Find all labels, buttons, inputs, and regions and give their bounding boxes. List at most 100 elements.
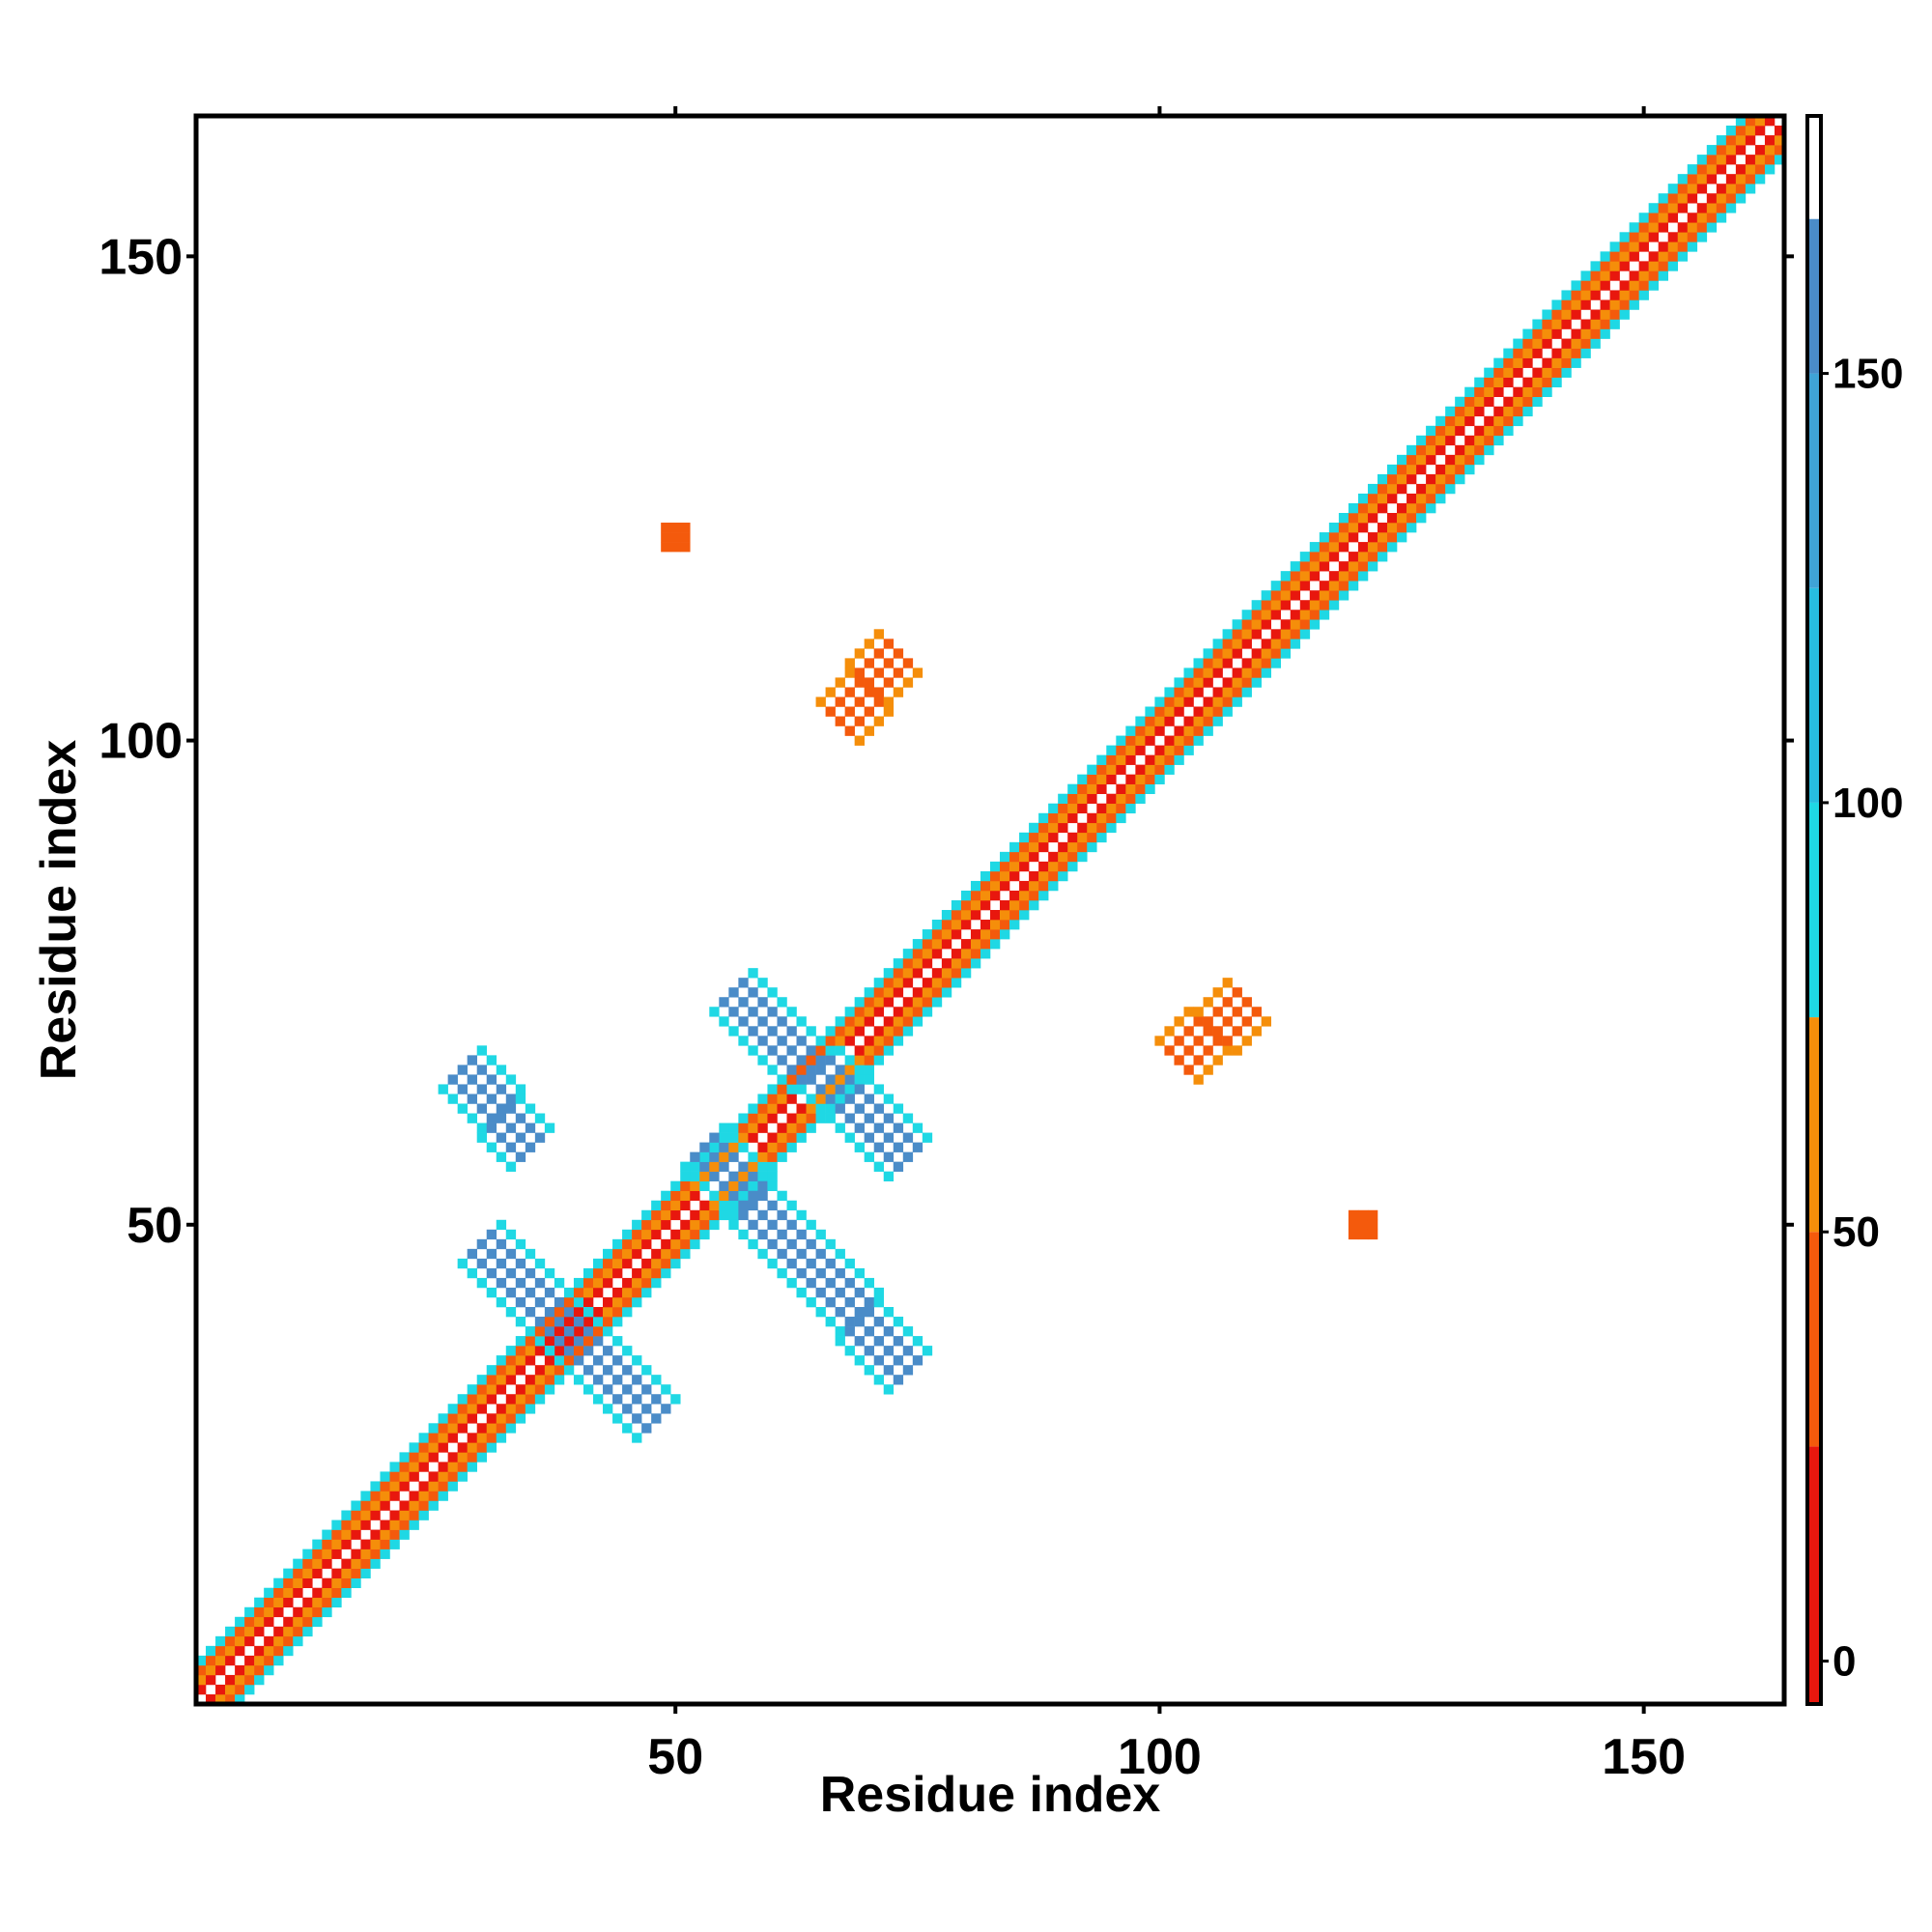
heatmap-cell: [1445, 473, 1456, 485]
heatmap-cell: [1222, 658, 1233, 668]
heatmap-cell: [244, 1674, 255, 1686]
heatmap-cell: [1774, 155, 1785, 165]
heatmap-cell: [1387, 464, 1398, 475]
heatmap-cell: [554, 1346, 565, 1356]
heatmap-cell: [912, 1355, 923, 1366]
heatmap-cell: [806, 1065, 816, 1075]
heatmap-cell: [680, 1219, 691, 1231]
heatmap-cell: [661, 1219, 671, 1231]
heatmap-cell: [757, 1036, 768, 1046]
x-axis: 50 100 150: [647, 106, 1686, 1785]
heatmap-cell: [767, 1151, 778, 1162]
heatmap-cell: [1551, 328, 1562, 339]
heatmap-cell: [1725, 174, 1737, 185]
heatmap-cell: [1735, 193, 1747, 204]
heatmap-cell: [351, 1500, 361, 1511]
heatmap-cell: [1561, 357, 1572, 368]
heatmap-cell: [1387, 532, 1398, 543]
heatmap-cell: [1183, 716, 1194, 726]
colorbar-tick-label: 50: [1833, 1208, 1880, 1256]
heatmap-cell: [1029, 841, 1039, 853]
heatmap-cell: [1290, 561, 1301, 572]
heatmap-cell: [844, 1296, 855, 1308]
heatmap-cell: [273, 1635, 284, 1647]
heatmap-cell: [1029, 822, 1039, 834]
heatmap-cell: [1261, 619, 1271, 630]
heatmap-cell: [873, 629, 885, 639]
heatmap-cell: [1696, 213, 1708, 223]
heatmap-cell: [641, 1365, 652, 1376]
heatmap-cell: [1696, 164, 1708, 175]
heatmap-cell: [515, 1355, 526, 1366]
heatmap-cell: [467, 1055, 477, 1065]
heatmap-cell: [902, 978, 914, 988]
heatmap-cell: [1212, 987, 1223, 998]
heatmap-cell: [854, 735, 865, 746]
heatmap-cell: [1106, 822, 1117, 834]
heatmap-cell: [873, 648, 885, 659]
heatmap-cell: [1658, 203, 1668, 213]
heatmap-cell: [273, 1626, 284, 1637]
colorbar-band: [1807, 373, 1821, 588]
heatmap-cell: [922, 997, 933, 1008]
heatmap-cell: [661, 1209, 671, 1221]
heatmap-cell: [496, 1113, 507, 1123]
heatmap-cell: [1280, 600, 1292, 611]
heatmap-cell: [709, 1209, 720, 1221]
heatmap-cell: [1638, 232, 1649, 242]
heatmap-cell: [796, 1016, 807, 1027]
heatmap-cell: [1145, 774, 1155, 784]
heatmap-cell: [1174, 1016, 1184, 1027]
heatmap-cell: [1725, 135, 1737, 146]
heatmap-cell: [534, 1317, 546, 1327]
heatmap-cell: [767, 1094, 778, 1104]
heatmap-cell: [1319, 590, 1330, 601]
heatmap-cell: [1638, 222, 1649, 233]
heatmap-cell: [1029, 851, 1039, 863]
heatmap-cell: [206, 1655, 216, 1666]
heatmap-cell: [467, 1442, 477, 1453]
heatmap-cell: [757, 1016, 768, 1027]
heatmap-cell: [670, 1238, 681, 1250]
heatmap-cell: [1600, 309, 1610, 320]
heatmap-cell: [1290, 581, 1301, 591]
heatmap-cell: [1348, 1209, 1359, 1221]
heatmap-cell: [1706, 213, 1718, 223]
heatmap-cell: [835, 1045, 845, 1056]
heatmap-cell: [1667, 251, 1679, 262]
heatmap-cell: [902, 958, 914, 969]
heatmap-cell: [1687, 213, 1698, 223]
heatmap-cell: [1725, 203, 1737, 213]
heatmap-cell: [225, 1635, 236, 1647]
heatmap-cell: [767, 1238, 778, 1250]
heatmap-cell: [525, 1336, 536, 1347]
heatmap-cell: [883, 1346, 895, 1356]
heatmap-cell: [757, 1229, 768, 1240]
heatmap-cell: [1106, 754, 1117, 765]
heatmap-cell: [525, 1248, 536, 1260]
heatmap-cell: [293, 1587, 303, 1599]
heatmap-cell: [1696, 232, 1708, 242]
heatmap-cell: [515, 1384, 526, 1395]
heatmap-cell: [428, 1500, 439, 1511]
heatmap-cell: [902, 1151, 914, 1162]
heatmap-cell: [1464, 386, 1475, 397]
heatmap-cell: [1532, 396, 1543, 408]
heatmap-cell: [1397, 483, 1407, 495]
heatmap-cell: [806, 1219, 816, 1231]
heatmap-cell: [1241, 1016, 1252, 1027]
heatmap-cell: [1135, 764, 1146, 775]
heatmap-cell: [1667, 184, 1679, 194]
y-axis-title: Residue index: [31, 740, 87, 1081]
heatmap-cell: [1067, 832, 1078, 843]
heatmap-cell: [709, 1190, 720, 1202]
heatmap-cell: [864, 725, 874, 736]
heatmap-cell: [873, 1355, 885, 1366]
heatmap-cell: [544, 1122, 555, 1133]
heatmap-cell: [893, 1142, 904, 1152]
heatmap-cell: [1474, 454, 1485, 466]
heatmap-cell: [864, 1016, 874, 1027]
heatmap-cell: [1154, 1036, 1165, 1046]
heatmap-cell: [534, 1326, 546, 1337]
